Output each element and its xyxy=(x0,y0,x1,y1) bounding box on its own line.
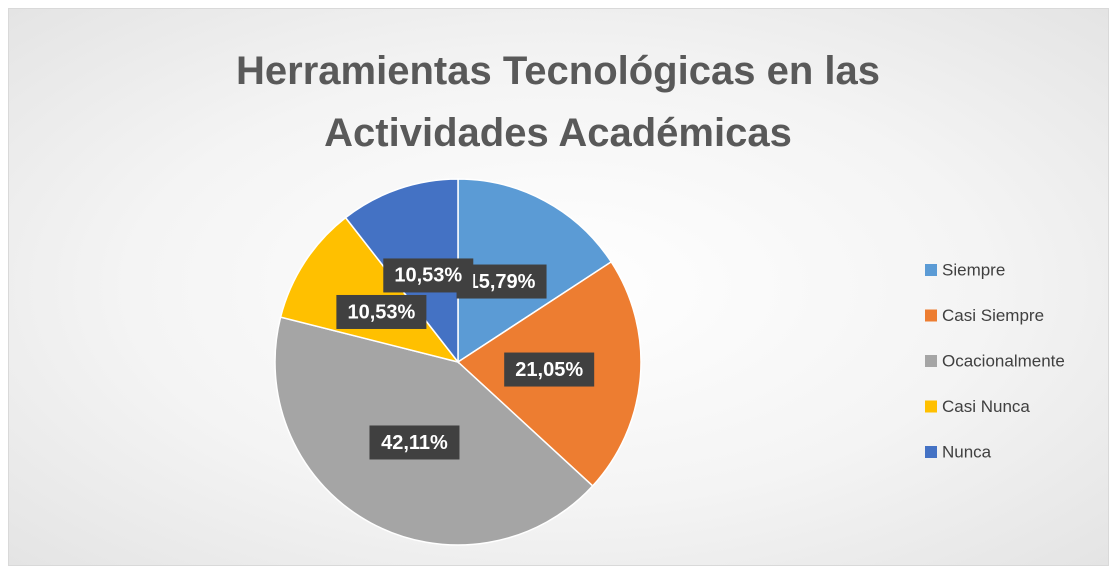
legend-swatch xyxy=(925,264,937,276)
data-label: 42,11% xyxy=(369,425,460,460)
legend-label: Siempre xyxy=(942,260,1005,279)
legend-label: Casi Nunca xyxy=(942,397,1030,416)
data-label-box xyxy=(504,352,595,387)
legend-swatch xyxy=(925,355,937,367)
legend-swatch xyxy=(925,400,937,413)
data-label: 10,53% xyxy=(383,258,474,293)
data-label-text: 42,11% xyxy=(381,432,448,454)
legend-label: Ocacionalmente xyxy=(942,351,1065,370)
legend-label: Casi Siempre xyxy=(942,306,1044,325)
data-label-text: 10,53% xyxy=(394,265,462,287)
legend-swatch xyxy=(925,446,937,458)
data-label-text: 15,79% xyxy=(468,271,536,293)
data-label-box xyxy=(383,258,474,293)
data-label-box xyxy=(336,294,427,329)
data-label: 21,05% xyxy=(504,352,595,387)
legend-label: Nunca xyxy=(942,442,992,461)
data-label: 10,53% xyxy=(336,294,427,329)
chart-title: Herramientas Tecnológicas en las Activid… xyxy=(236,49,880,155)
legend-swatch xyxy=(925,309,937,322)
data-label-box xyxy=(369,425,460,460)
data-label-text: 10,53% xyxy=(347,301,415,323)
data-label-text: 21,05% xyxy=(515,359,583,381)
